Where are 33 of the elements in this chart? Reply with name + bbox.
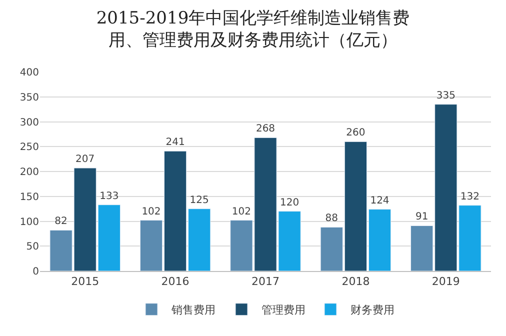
legend-label: 销售费用 bbox=[170, 304, 216, 317]
x-tick-label: 2016 bbox=[161, 275, 190, 288]
data-label: 335 bbox=[436, 90, 456, 102]
data-label: 102 bbox=[232, 206, 251, 218]
data-label: 125 bbox=[190, 194, 209, 206]
y-tick-label: 0 bbox=[32, 266, 39, 278]
data-label: 260 bbox=[346, 128, 366, 139]
y-tick-label: 50 bbox=[26, 242, 39, 253]
data-label: 102 bbox=[142, 206, 161, 218]
data-label: 124 bbox=[370, 195, 390, 206]
data-label: 133 bbox=[100, 190, 119, 202]
y-tick-label: 350 bbox=[20, 92, 39, 104]
x-tick-label: 2019 bbox=[432, 275, 460, 288]
y-tick-label: 100 bbox=[20, 216, 39, 228]
x-tick-label: 2015 bbox=[71, 275, 100, 288]
data-label: 120 bbox=[280, 197, 300, 208]
x-tick-label: 2017 bbox=[252, 275, 280, 288]
y-tick-label: 250 bbox=[20, 142, 39, 154]
y-tick-label: 200 bbox=[20, 167, 39, 178]
data-label: 268 bbox=[256, 124, 276, 135]
y-tick-label: 400 bbox=[20, 68, 39, 78]
x-tick-label: 2018 bbox=[342, 275, 370, 288]
data-label: 82 bbox=[54, 216, 68, 228]
chart-title: 2015-2019年中国化学纤维制造业销售费用、管理费用及财务费用统计（亿元） bbox=[96, 8, 410, 51]
y-tick-label: 150 bbox=[20, 192, 39, 203]
legend-label: 管理费用 bbox=[262, 304, 306, 317]
y-tick-label: 300 bbox=[20, 117, 39, 128]
data-label: 241 bbox=[166, 137, 185, 148]
legend-label: 财务费用 bbox=[350, 304, 394, 317]
data-label: 91 bbox=[415, 212, 428, 223]
data-label: 207 bbox=[76, 154, 95, 166]
data-label: 88 bbox=[325, 213, 338, 224]
data-label: 132 bbox=[460, 191, 480, 202]
